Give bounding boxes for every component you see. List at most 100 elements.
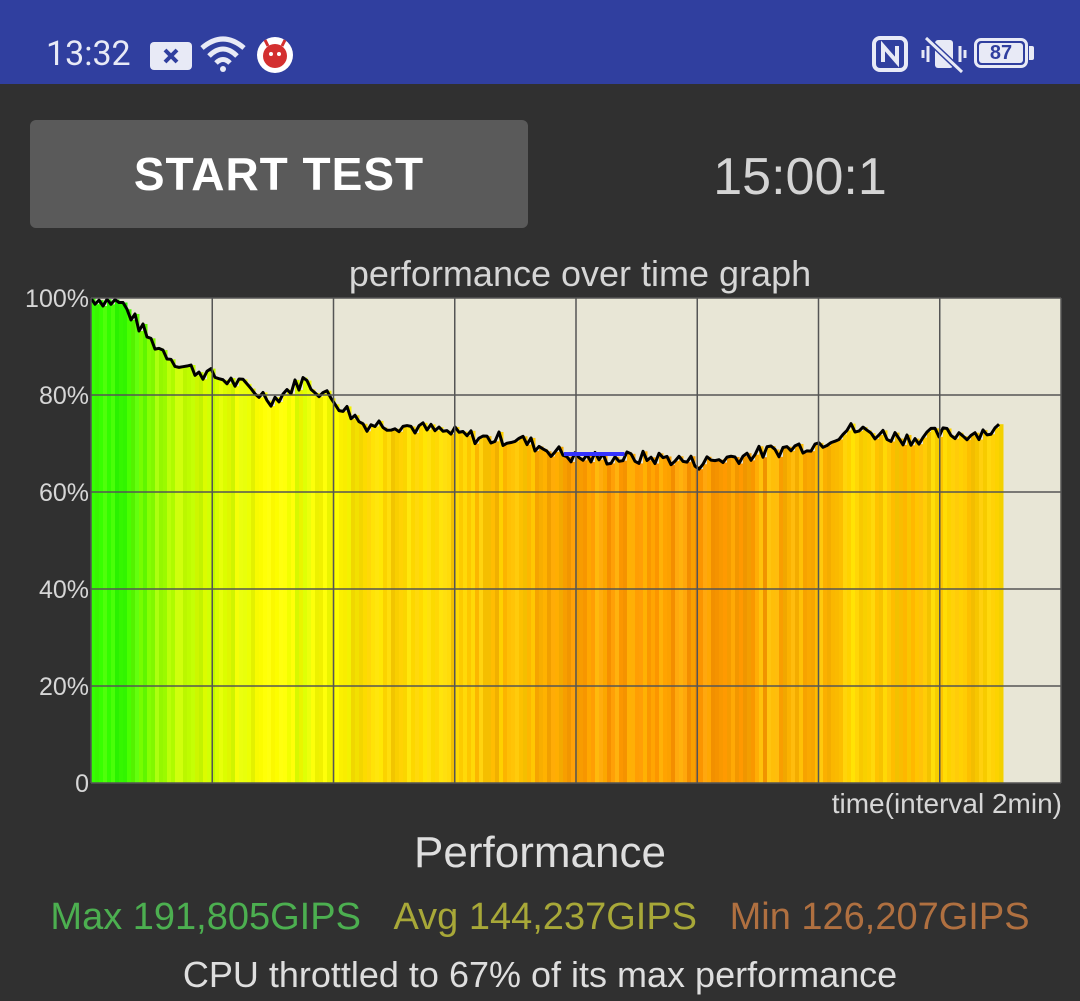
performance-bar	[887, 439, 892, 783]
performance-bar	[939, 436, 944, 783]
performance-bar	[655, 463, 660, 783]
performance-bar	[759, 446, 764, 783]
performance-bar	[303, 377, 308, 783]
performance-bar	[679, 456, 684, 783]
performance-bar	[991, 434, 996, 783]
performance-bar	[819, 442, 824, 783]
performance-bar	[431, 424, 436, 783]
performance-bar	[343, 411, 348, 783]
performance-bar	[175, 366, 180, 783]
performance-bar	[607, 464, 612, 783]
performance-title: Performance	[414, 828, 666, 877]
battery-level: 87	[979, 43, 1023, 63]
performance-bar	[395, 428, 400, 783]
performance-bar	[259, 397, 264, 783]
performance-bar	[391, 430, 396, 783]
performance-bar	[427, 429, 432, 783]
performance-bar	[919, 444, 924, 783]
performance-bar	[611, 463, 616, 783]
performance-bar	[595, 452, 600, 783]
performance-bar	[971, 435, 976, 783]
performance-bar	[523, 436, 528, 783]
performance-bar	[471, 430, 476, 783]
performance-bar	[567, 456, 572, 783]
performance-bar	[351, 418, 356, 783]
performance-bar	[203, 379, 208, 783]
performance-bar	[551, 456, 556, 783]
performance-bar	[443, 431, 448, 783]
performance-bar	[119, 302, 124, 783]
performance-bar	[131, 319, 136, 783]
performance-bar	[111, 304, 116, 783]
performance-bar	[475, 443, 480, 783]
performance-bar	[295, 379, 300, 783]
performance-bar	[615, 456, 620, 783]
performance-bar	[183, 366, 188, 783]
performance-bar	[623, 460, 628, 783]
performance-bar	[619, 461, 624, 783]
start-test-button[interactable]: START TEST	[30, 120, 528, 228]
performance-bar	[671, 464, 676, 783]
wifi-icon	[200, 36, 246, 72]
performance-bar	[251, 388, 256, 783]
performance-bar	[583, 460, 588, 783]
performance-bar	[271, 406, 276, 783]
performance-bar	[315, 392, 320, 783]
performance-bar	[639, 463, 644, 783]
performance-bar	[363, 423, 368, 783]
performance-bar	[211, 368, 216, 783]
performance-bar	[455, 426, 460, 783]
performance-bar	[803, 453, 808, 783]
performance-bar	[459, 432, 464, 783]
performance-bar	[823, 447, 828, 783]
performance-bar	[191, 365, 196, 783]
performance-bar	[403, 426, 408, 783]
performance-bar	[515, 441, 520, 783]
performance-bar	[559, 446, 564, 783]
performance-bar	[763, 457, 768, 783]
performance-bar	[479, 438, 484, 783]
performance-bar	[667, 456, 672, 783]
performance-bar	[751, 460, 756, 783]
performance-bar	[263, 392, 268, 783]
performance-bar	[415, 432, 420, 783]
performance-bar	[739, 463, 744, 783]
performance-bar	[863, 427, 868, 783]
performance-bar	[791, 450, 796, 783]
performance-bar	[979, 439, 984, 783]
performance-bar	[207, 371, 212, 783]
performance-bar	[399, 431, 404, 783]
performance-bar	[355, 415, 360, 783]
performance-bar	[127, 309, 132, 783]
performance-bar	[591, 461, 596, 783]
performance-bar	[503, 445, 508, 783]
y-tick-label: 100%	[25, 285, 89, 313]
performance-chart: 100% 80% 60% 40% 20% 0	[25, 285, 1062, 798]
performance-bar	[959, 432, 964, 783]
performance-bar	[659, 453, 664, 783]
app-content: START TEST 15:00:1 performance over time…	[0, 84, 1080, 1001]
performance-bar	[799, 443, 804, 783]
performance-bar	[727, 457, 732, 783]
status-bar: 13:32 87	[0, 0, 1080, 84]
performance-bar	[835, 441, 840, 783]
performance-bar	[539, 446, 544, 783]
performance-bar	[527, 444, 532, 783]
performance-bar	[895, 432, 900, 783]
performance-bar	[931, 428, 936, 783]
performance-bar	[963, 436, 968, 783]
performance-bar	[899, 438, 904, 783]
performance-bar	[943, 427, 948, 783]
performance-bar	[407, 425, 412, 783]
performance-bar	[383, 427, 388, 783]
performance-bar	[95, 304, 100, 783]
vibrate-off-icon	[921, 35, 967, 74]
y-tick-label: 60%	[39, 479, 89, 507]
performance-bar	[787, 446, 792, 783]
performance-bar	[599, 459, 604, 783]
performance-bar	[487, 436, 492, 783]
min-stat: Min 126,207GIPS	[729, 896, 1030, 938]
performance-bar	[159, 348, 164, 783]
performance-bar	[851, 423, 856, 783]
performance-bar	[847, 430, 852, 783]
